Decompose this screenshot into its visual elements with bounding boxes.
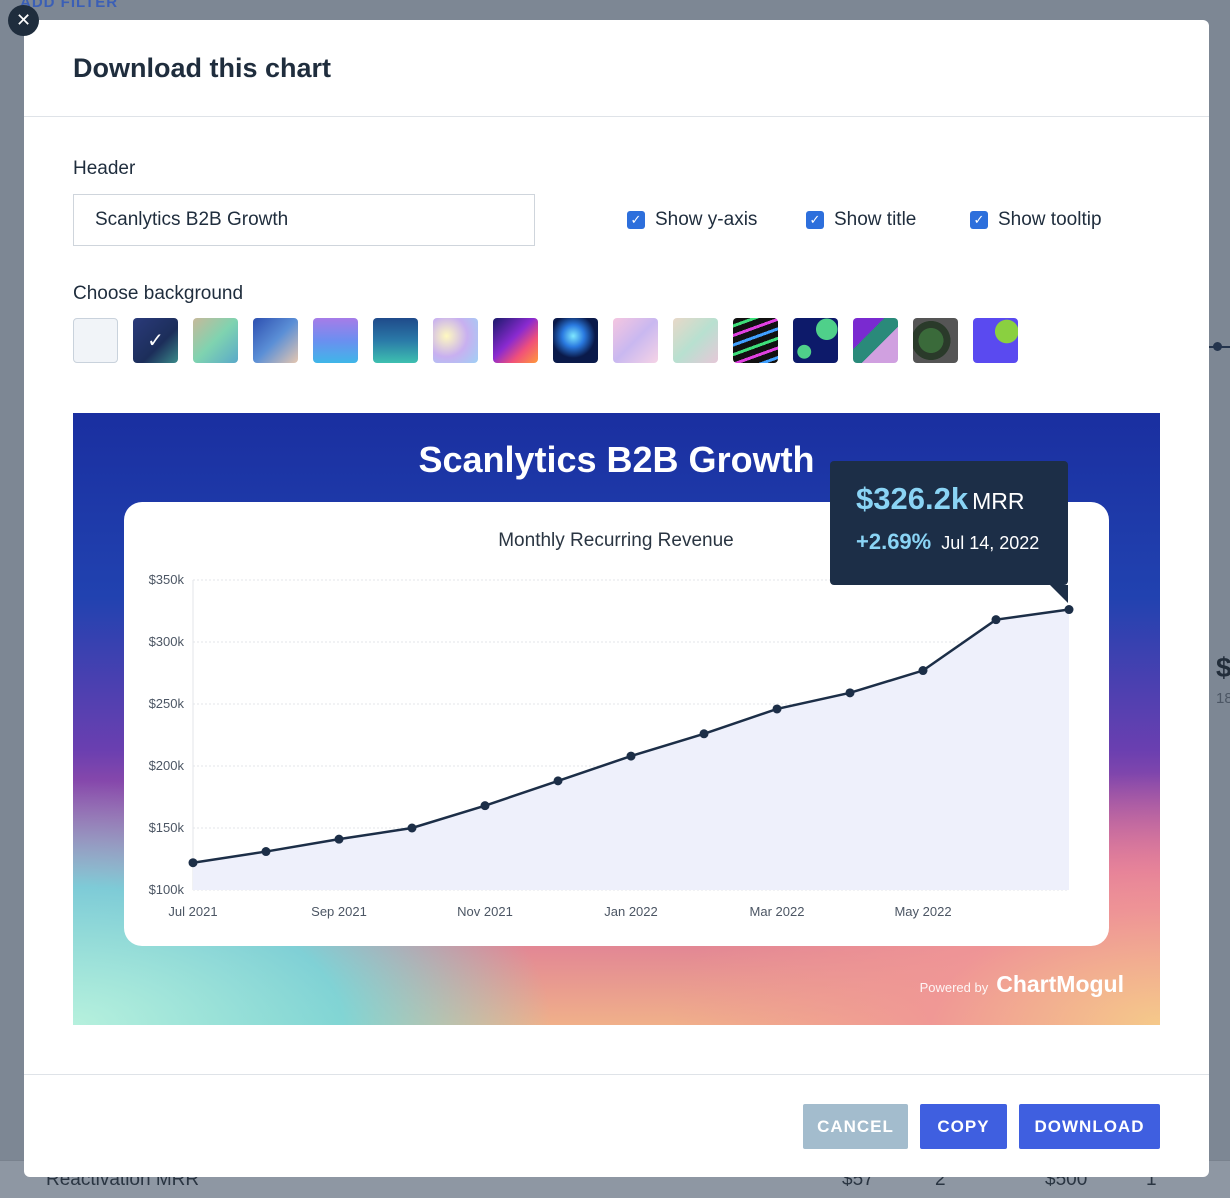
data-point	[1064, 605, 1074, 615]
swatch-purple-waves[interactable]	[313, 318, 358, 363]
x-tick-label: Nov 2021	[457, 904, 513, 919]
data-point	[626, 751, 636, 761]
background-swatches: ✓	[73, 318, 1018, 363]
data-point	[699, 729, 709, 739]
data-point	[188, 858, 198, 868]
x-tick-label: Mar 2022	[750, 904, 805, 919]
data-point	[553, 776, 563, 786]
swatch-magenta-swirl[interactable]	[493, 318, 538, 363]
chart-title: Monthly Recurring Revenue	[498, 530, 734, 551]
swatch-abstract-shapes[interactable]	[853, 318, 898, 363]
swatch-teal-waves[interactable]	[373, 318, 418, 363]
add-filter-link: ADD FILTER	[20, 0, 119, 11]
header-label: Header	[73, 158, 136, 179]
powered-by: Powered by ChartMogul	[920, 971, 1124, 998]
background-row-count: 1	[1146, 1169, 1157, 1190]
swatch-dark-green-circles[interactable]	[913, 318, 958, 363]
x-tick-label: Sep 2021	[311, 904, 367, 919]
swatch-mint-gradient[interactable]	[193, 318, 238, 363]
tooltip-change: +2.69%	[856, 529, 932, 554]
mrr-chart: Monthly Recurring Revenue $100k $150k $200k…	[149, 530, 1074, 919]
background-row-count: 2	[935, 1169, 946, 1190]
close-modal-button[interactable]: ✕	[8, 5, 39, 36]
selected-check-icon: ✓	[147, 330, 164, 352]
cancel-button[interactable]: CANCEL	[803, 1104, 908, 1149]
checkbox-label: Show y-axis	[655, 209, 758, 230]
y-tick-label: $250k	[149, 696, 185, 711]
show-title-checkbox[interactable]: ✓ Show title	[806, 209, 916, 231]
chart-preview: Scanlytics B2B Growth Monthly Recurring …	[73, 413, 1160, 1025]
swatch-blue-gradient[interactable]	[253, 318, 298, 363]
area-fill	[193, 609, 1069, 890]
x-tick-label: Jan 2022	[604, 904, 658, 919]
modal-title: Download this chart	[73, 52, 332, 83]
tooltip-date: Jul 14, 2022	[941, 533, 1040, 553]
swatch-green-circles[interactable]	[793, 318, 838, 363]
x-tick-label: Jul 2021	[168, 904, 217, 919]
checkbox-check-icon: ✓	[627, 211, 645, 229]
show-y-axis-checkbox[interactable]: ✓ Show y-axis	[627, 209, 757, 231]
checkbox-label: Show tooltip	[998, 209, 1102, 230]
swatch-navy-gradient[interactable]: ✓	[133, 318, 178, 363]
chart-tooltip: $326.2k MRR +2.69% Jul 14, 2022	[830, 461, 1068, 603]
data-point	[772, 704, 782, 714]
y-tick-label: $150k	[149, 820, 185, 835]
y-tick-label: $350k	[149, 572, 185, 587]
data-point	[918, 666, 928, 676]
preview-title: Scanlytics B2B Growth	[418, 439, 815, 480]
header-input[interactable]	[73, 194, 535, 246]
background-metric-sub: 18	[1216, 690, 1230, 707]
background-chart-dot	[1213, 342, 1222, 351]
background-label: Choose background	[73, 283, 244, 304]
brand-logo: ChartMogul	[996, 971, 1124, 997]
swatch-plain[interactable]	[73, 318, 118, 363]
show-tooltip-checkbox[interactable]: ✓ Show tooltip	[970, 209, 1102, 231]
powered-by-label: Powered by	[919, 980, 989, 995]
x-tick-label: May 2022	[894, 904, 951, 919]
tooltip-unit: MRR	[972, 488, 1025, 514]
y-tick-label: $100k	[149, 882, 185, 897]
checkbox-check-icon: ✓	[970, 211, 988, 229]
copy-button[interactable]: COPY	[920, 1104, 1007, 1149]
close-icon: ✕	[15, 10, 32, 30]
modal-header: Download this chart	[24, 20, 1209, 117]
tooltip-value: $326.2k	[856, 481, 969, 516]
modal-footer: CANCEL COPY DOWNLOAD	[24, 1074, 1209, 1177]
data-point	[480, 801, 490, 811]
swatch-pink-ribbons[interactable]	[613, 318, 658, 363]
data-point	[407, 823, 417, 833]
data-point	[261, 847, 271, 857]
y-tick-label: $200k	[149, 758, 185, 773]
download-chart-modal: Download this chart Header ✓ Show y-axis…	[24, 20, 1209, 1177]
data-point	[845, 688, 855, 698]
swatch-pastel-blur[interactable]	[433, 318, 478, 363]
data-point	[334, 834, 344, 844]
swatch-beige-ribbons[interactable]	[673, 318, 718, 363]
data-point	[991, 615, 1001, 625]
y-tick-label: $300k	[149, 634, 185, 649]
download-button[interactable]: DOWNLOAD	[1019, 1104, 1160, 1149]
swatch-purple-blobs[interactable]	[973, 318, 1018, 363]
swatch-blue-sphere[interactable]	[553, 318, 598, 363]
checkbox-check-icon: ✓	[806, 211, 824, 229]
swatch-neon-dashes[interactable]	[733, 318, 778, 363]
checkbox-label: Show title	[834, 209, 917, 230]
background-metric-value: $	[1216, 652, 1230, 683]
